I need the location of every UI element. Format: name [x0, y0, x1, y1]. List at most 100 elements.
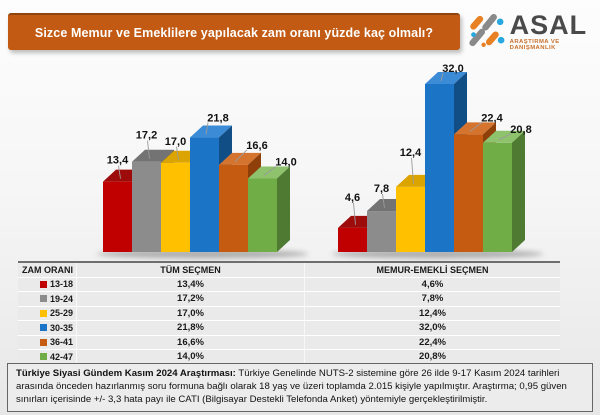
- table-cell: 25-29: [18, 307, 76, 321]
- asal-logo-icon: [469, 13, 505, 48]
- bar-value-label: 21,8: [207, 113, 228, 125]
- bar-front-face: [338, 227, 367, 252]
- label-leader-line: [205, 122, 209, 135]
- range-label: 25-29: [49, 308, 73, 319]
- bar-front-face: [425, 84, 454, 252]
- methodology-note-text: Türkiye Genelinde NUTS-2 sistemine göre …: [16, 368, 567, 405]
- value-memur-emekli: 22,4%: [419, 336, 446, 348]
- legend-swatch: [39, 353, 47, 361]
- bar-top-face: [248, 166, 290, 179]
- bar-front-face: [190, 137, 219, 252]
- range-label: 36-41: [49, 337, 73, 348]
- bar-value-label: 7,8: [374, 183, 389, 195]
- bar-front-face: [367, 211, 396, 252]
- table-cell: 17,0%: [76, 306, 304, 320]
- bar-value-label: 17,2: [136, 130, 157, 142]
- table-cell: 16,6%: [76, 335, 304, 349]
- question-title: Sizce Memur ve Emeklilere yapılacak zam …: [34, 25, 434, 40]
- table-row: 13-18 13,4% 4,6%: [18, 276, 560, 292]
- col-header-memur-emekli-secmen: MEMUR-EMEKLİ SEÇMEN: [376, 264, 489, 275]
- table-cell: 13-18: [18, 278, 76, 292]
- legend-swatch: [39, 295, 47, 303]
- table-row: 25-29 17,0% 12,4%: [18, 305, 560, 321]
- table-row: 36-41 16,6% 22,4%: [18, 334, 560, 350]
- legend-swatch: [39, 309, 47, 317]
- bar-top-face: [219, 152, 261, 165]
- label-leader-line: [469, 122, 483, 132]
- range-label: 30-35: [49, 322, 73, 333]
- bar-value-label: 14,0: [275, 157, 296, 169]
- value-memur-emekli: 4,6%: [421, 278, 444, 290]
- bar-value-label: 17,0: [165, 136, 186, 148]
- value-tum-secmen: 17,0%: [177, 307, 204, 319]
- legend-swatch: [39, 324, 47, 332]
- table-cell: 20,8%: [304, 350, 560, 364]
- bar-front-face: [483, 142, 512, 252]
- bar-side-face: [512, 130, 525, 252]
- value-memur-emekli: 32,0%: [419, 322, 446, 334]
- col-header-zam-orani: ZAM ORANI: [22, 264, 73, 275]
- asal-logo-text: ASAL: [509, 10, 588, 40]
- bar-value-label: 4,6: [345, 192, 360, 204]
- table-cell: 14,0%: [76, 350, 304, 364]
- label-leader-line: [263, 166, 277, 176]
- label-leader-line: [118, 165, 121, 179]
- bar-t-m-se-men-42-47: [248, 166, 290, 252]
- bar-side-face: [277, 166, 290, 252]
- bar-memur-emekli-se-men-42-47: [483, 130, 525, 252]
- bar-front-face: [132, 161, 161, 252]
- bar-front-face: [161, 162, 190, 252]
- bar-front-face: [103, 181, 132, 252]
- label-leader-line: [498, 133, 512, 141]
- bar-value-label: 13,4: [107, 155, 129, 167]
- label-leader-line: [353, 202, 356, 225]
- value-memur-emekli: 7,8%: [421, 293, 444, 305]
- methodology-note: Türkiye Siyasi Gündem Kasım 2024 Araştır…: [7, 363, 593, 413]
- table-row: 42-47 14,0% 20,8%: [18, 349, 560, 364]
- col-header-tum-secmen: TÜM SEÇMEN: [160, 264, 221, 275]
- value-tum-secmen: 13,4%: [177, 278, 204, 290]
- label-leader-line: [147, 140, 150, 159]
- range-label: 13-18: [49, 279, 73, 290]
- table-cell: 7,8%: [304, 292, 560, 306]
- bar-value-label: 12,4: [400, 147, 422, 159]
- table-row: 30-35 21,8% 32,0%: [18, 320, 560, 335]
- label-leader-line: [176, 146, 179, 160]
- bar-top-face: [132, 149, 174, 162]
- table-cell: 19-24: [18, 292, 76, 306]
- bar-value-label: 22,4: [481, 112, 503, 124]
- bar-front-face: [396, 186, 425, 252]
- label-leader-line: [411, 157, 414, 184]
- bar-top-face: [454, 122, 496, 135]
- table-cell: 13,4%: [76, 277, 304, 291]
- bar-t-m-se-men-13-18: [103, 169, 145, 252]
- bar-front-face: [454, 134, 483, 252]
- table-cell: 30-35: [18, 321, 76, 335]
- range-label: 42-47: [49, 351, 73, 362]
- label-leader-line: [440, 72, 444, 82]
- value-memur-emekli: 12,4%: [419, 307, 446, 319]
- value-tum-secmen: 21,8%: [177, 322, 204, 334]
- range-label: 19-24: [49, 293, 73, 304]
- asal-logo: ASAL ARAŞTIRMA VE DANIŞMANLIK: [468, 12, 600, 52]
- asal-logo-subtitle: ARAŞTIRMA VE DANIŞMANLIK: [509, 39, 560, 51]
- label-leader-line: [234, 149, 248, 163]
- bar-chart: 13,4 17,2 17,0 21,8 16,6 14,0 4,6 7,8 12,4 32,0 22…: [97, 63, 543, 259]
- table-header-cell: MEMUR-EMEKLİ SEÇMEN: [304, 263, 560, 277]
- table-cell: 17,2%: [76, 292, 304, 306]
- value-tum-secmen: 14,0%: [177, 351, 204, 363]
- table-row: 19-24 17,2% 7,8%: [18, 291, 560, 306]
- label-leader-line: [382, 193, 385, 209]
- table-cell: 36-41: [18, 336, 76, 350]
- legend-swatch: [39, 280, 47, 288]
- value-memur-emekli: 20,8%: [419, 351, 446, 363]
- legend-swatch: [39, 338, 47, 346]
- methodology-note-title: Türkiye Siyasi Gündem Kasım 2024 Araştır…: [16, 368, 236, 379]
- table-header-row: ZAM ORANI TÜM SEÇMEN MEMUR-EMEKLİ SEÇMEN: [18, 263, 560, 277]
- table-cell: 4,6%: [304, 277, 560, 291]
- table-cell: 12,4%: [304, 306, 560, 320]
- bar-value-label: 32,0: [442, 63, 463, 75]
- value-tum-secmen: 16,6%: [177, 336, 204, 348]
- bar-value-label: 16,6: [246, 140, 267, 152]
